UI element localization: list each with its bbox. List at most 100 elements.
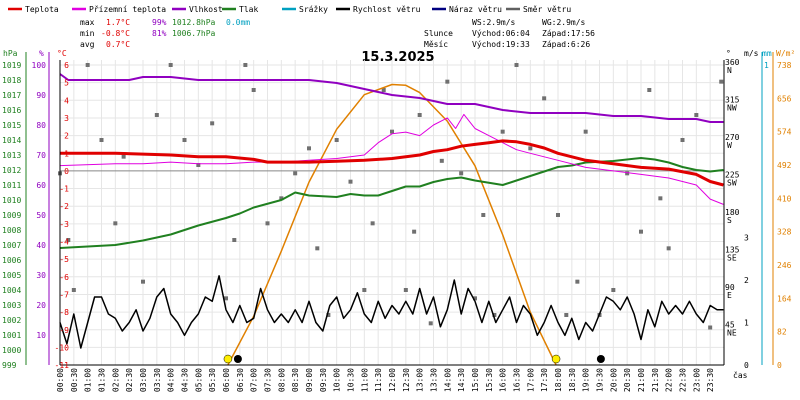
- time-tick: 05:30: [208, 368, 217, 392]
- degc-axis-label: °C: [57, 49, 67, 58]
- chart-title: 15.3.2025: [361, 50, 434, 65]
- deg-tick: 360: [725, 58, 740, 67]
- dir-point: [403, 288, 408, 292]
- dir-point: [141, 279, 145, 284]
- moonrise-marker: [596, 355, 605, 363]
- ms-tick: 3: [744, 234, 749, 243]
- time-tick: 02:00: [111, 368, 120, 392]
- time-tick: 01:00: [84, 368, 93, 392]
- mm-axis-label: mm: [762, 49, 772, 58]
- time-tick: 20:00: [609, 368, 618, 392]
- stats-max-press: 1012.8hPa: [172, 18, 216, 27]
- wm2-axis-label: W/m²: [776, 49, 795, 58]
- plot-area: [58, 60, 724, 366]
- info-moonrise: Východ:19:33: [472, 40, 530, 49]
- hpa-tick: 1017: [2, 91, 21, 100]
- dir-point: [666, 246, 671, 251]
- axes: hPa% °C ° m/s mm W/m²101910181017101610151014…: [2, 49, 795, 392]
- dir-point: [279, 196, 284, 201]
- compass-tick: S: [727, 216, 732, 225]
- time-tick: 18:30: [568, 368, 577, 392]
- degc-tick: -1: [59, 185, 69, 194]
- compass-tick: W: [727, 141, 732, 150]
- ms-tick: 1: [744, 319, 749, 328]
- dir-point: [492, 313, 497, 317]
- dir-point: [381, 88, 386, 92]
- legend-label-wind: Rychlost větru: [353, 5, 421, 14]
- compass-tick: SE: [727, 254, 737, 263]
- dir-point: [293, 171, 298, 176]
- time-tick: 01:30: [98, 368, 107, 392]
- degc-tick: 3: [64, 114, 69, 123]
- series-humidity: [59, 73, 724, 123]
- info-sun-label: Slunce: [424, 29, 453, 38]
- compass-tick: N: [727, 66, 732, 75]
- time-tick: 06:30: [236, 368, 245, 392]
- dir-point: [639, 229, 643, 234]
- dir-point: [625, 171, 630, 176]
- wm2-tick: 738: [777, 61, 792, 70]
- time-tick: 02:30: [125, 368, 134, 392]
- dir-point: [473, 296, 477, 301]
- time-tick: 23:30: [706, 368, 715, 392]
- legend-label-temp: Teplota: [25, 5, 59, 14]
- dir-point: [481, 213, 486, 217]
- pct-tick: 20: [36, 301, 46, 310]
- hpa-tick: 1009: [2, 211, 21, 220]
- time-tick: 16:00: [499, 368, 508, 392]
- wm2-tick: 246: [777, 261, 792, 270]
- dir-point: [556, 213, 560, 217]
- deg-tick: 135: [725, 246, 740, 255]
- degc-tick: 1: [64, 149, 69, 158]
- stats-min-hum: 81%: [152, 29, 167, 38]
- dir-point: [348, 179, 353, 184]
- legend-label-press: Tlak: [239, 5, 258, 14]
- time-tick: 12:00: [388, 368, 397, 392]
- dir-point: [439, 158, 444, 163]
- dir-point: [542, 96, 547, 101]
- x-axis-label: čas: [733, 370, 748, 380]
- wm2-tick: 410: [777, 194, 792, 203]
- time-tick: 07:30: [264, 368, 273, 392]
- hpa-tick: 1013: [2, 151, 21, 160]
- time-tick: 19:30: [596, 368, 605, 392]
- degc-tick: 6: [64, 61, 69, 70]
- hpa-tick: 1014: [2, 136, 21, 145]
- info-moonset: Západ:6:26: [542, 40, 590, 49]
- info-wg: WG:2.9m/s: [542, 18, 586, 27]
- deg-tick: 45: [725, 321, 735, 330]
- degc-tick: 5: [64, 79, 69, 88]
- info-moon-label: Měsíc: [424, 40, 448, 49]
- deg-tick: 180: [725, 208, 740, 217]
- stats-min-label: min: [80, 29, 95, 38]
- time-tick: 11:30: [374, 368, 383, 392]
- dir-point: [719, 79, 724, 84]
- degc-tick: -3: [59, 220, 69, 229]
- hpa-tick: 999: [2, 361, 17, 370]
- compass-tick: SW: [727, 179, 737, 188]
- hpa-tick: 1002: [2, 316, 21, 325]
- degc-tick: -4: [59, 238, 69, 247]
- time-tick: 09:30: [319, 368, 328, 392]
- dir-point: [182, 138, 187, 142]
- time-tick: 22:30: [679, 368, 688, 392]
- info-sunrise: Východ:06:04: [472, 29, 530, 38]
- time-tick: 15:30: [485, 368, 494, 392]
- time-tick: 17:00: [526, 368, 535, 392]
- dir-point: [265, 221, 270, 226]
- hpa-tick: 1018: [2, 76, 21, 85]
- legend-label-hum: Vlhkost: [189, 5, 223, 14]
- series-dew: [59, 113, 724, 205]
- time-tick: 06:00: [222, 368, 231, 392]
- pct-tick: 40: [36, 241, 46, 250]
- stats-min-press: 1006.7hPa: [172, 29, 216, 38]
- pct-tick: 10: [36, 331, 46, 340]
- hpa-tick: 1004: [2, 286, 21, 295]
- dir-point: [647, 88, 652, 92]
- time-tick: 20:30: [623, 368, 632, 392]
- dir-point: [412, 229, 417, 234]
- time-tick: 04:00: [167, 368, 176, 392]
- series-temperature: [60, 139, 724, 187]
- deg-tick: 225: [725, 171, 740, 180]
- dir-point: [528, 146, 533, 151]
